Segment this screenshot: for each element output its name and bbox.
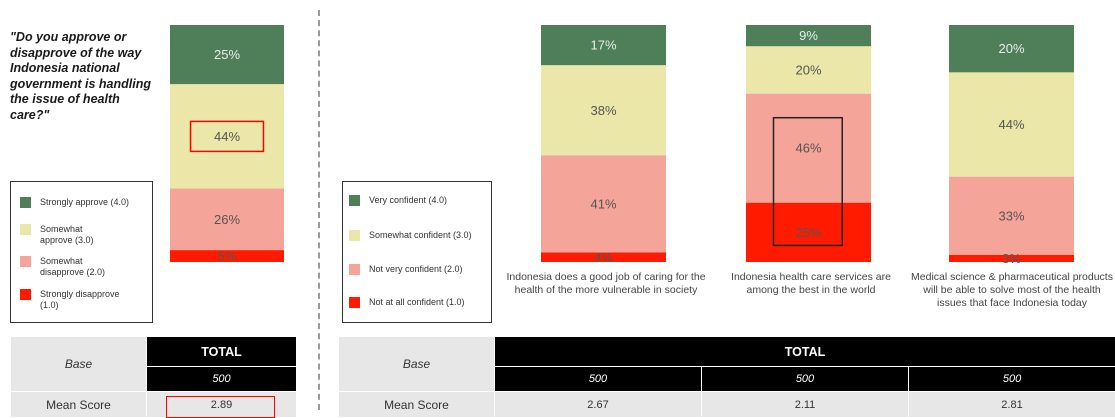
- bar-segment-not-at-all-confident-1: [541, 252, 666, 262]
- legend-swatch-very-confident: [349, 195, 360, 206]
- highlight-box-1: [189, 120, 265, 153]
- data-label-somewhat-confident-1: 38%: [590, 103, 616, 118]
- legend-label-somewhat-approve: Somewhat approve (3.0): [40, 224, 94, 245]
- highlight-box-2: [772, 116, 843, 247]
- legend-label-not-at-all-confident: Not at all confident (1.0): [369, 297, 465, 307]
- base-n-1: 500: [494, 366, 702, 392]
- data-label-very-confident-2: 9%: [799, 28, 818, 43]
- bar-segment-strongly-approve-1: [170, 25, 284, 85]
- total-header: TOTAL: [146, 336, 297, 367]
- legend-label-strongly-approve: Strongly approve (4.0): [40, 197, 130, 207]
- mean-score-label: Mean Score: [338, 391, 495, 418]
- category-label-1: Indonesia does a good job of caring for …: [506, 271, 706, 296]
- data-label-strongly-disapprove-1: 5%: [218, 249, 237, 264]
- data-label-very-confident-3: 20%: [998, 41, 1024, 56]
- data-label-not-at-all-confident-1: 4%: [594, 250, 613, 265]
- base-n-2: 500: [701, 366, 909, 392]
- legend-label-somewhat-disapprove: Somewhat disapprove (2.0): [40, 256, 106, 277]
- bar-segment-somewhat-confident-3: [949, 72, 1074, 177]
- legend-swatch-not-at-all-confident: [349, 297, 360, 308]
- base-n-3: 500: [907, 366, 1115, 392]
- legend-item-strongly-approve: Strongly approve (4.0): [20, 197, 152, 208]
- legend-item-very-confident: Very confident (4.0): [349, 195, 447, 206]
- legend-item-strongly-disapprove: Strongly disapprove (1.0): [20, 289, 135, 311]
- legend-label-somewhat-confident: Somewhat confident (3.0): [369, 230, 472, 240]
- question-text: "Do you approve or disapprove of the way…: [10, 30, 151, 122]
- legend-item-somewhat-confident: Somewhat confident (3.0): [349, 230, 472, 241]
- legend-label-very-confident: Very confident (4.0): [369, 195, 448, 205]
- legend-swatch-somewhat-approve: [20, 224, 31, 235]
- data-label-somewhat-confident-2: 20%: [795, 63, 821, 78]
- bar-segment-somewhat-approve-1: [170, 84, 284, 189]
- legend-item-somewhat-disapprove: Somewhat disapprove (2.0): [20, 256, 108, 278]
- legend-swatch-not-very-confident: [349, 264, 360, 275]
- base-table-left: Base TOTAL 500 Mean Score 2.89: [10, 336, 297, 418]
- bar-segment-somewhat-confident-1: [541, 65, 666, 156]
- mean-score-value-3: 2.81: [907, 391, 1115, 418]
- panel-divider: [318, 10, 320, 410]
- bar-segment-very-confident-3: [949, 25, 1074, 73]
- base-label: Base: [10, 336, 147, 392]
- legend-approval: Strongly approve (4.0) Somewhat approve …: [10, 181, 153, 323]
- data-label-somewhat-disapprove-1: 26%: [214, 212, 240, 227]
- bar-segment-very-confident-2: [746, 25, 871, 47]
- legend-swatch-strongly-disapprove: [20, 289, 31, 300]
- mean-score-value-1: 2.67: [494, 391, 702, 418]
- legend-item-not-at-all-confident: Not at all confident (1.0): [349, 297, 465, 308]
- legend-swatch-somewhat-confident: [349, 230, 360, 241]
- stacked-bar-charts: 25% 44% 26% 5% 17% 38% 41% 4% 9% 20% 46% 25% 20% 44% 3…: [170, 25, 1074, 266]
- data-label-somewhat-approve-1: 44%: [214, 129, 240, 144]
- data-label-very-confident-1: 17%: [590, 38, 616, 53]
- base-label: Base: [338, 336, 495, 392]
- legend-item-somewhat-approve: Somewhat approve (3.0): [20, 224, 108, 246]
- legend-label-not-very-confident: Not very confident (2.0): [369, 264, 463, 274]
- legend-swatch-strongly-approve: [20, 197, 31, 208]
- mean-score-label: Mean Score: [10, 391, 147, 418]
- data-label-strongly-approve-1: 25%: [214, 47, 240, 62]
- mean-score-highlight: [166, 396, 275, 418]
- bar-segment-not-very-confident-1: [541, 155, 666, 253]
- data-label-not-very-confident-1: 41%: [590, 196, 616, 211]
- legend-swatch-somewhat-disapprove: [20, 256, 31, 267]
- legend-item-not-very-confident: Not very confident (2.0): [349, 264, 463, 275]
- bar-segment-not-at-all-confident-3: [949, 254, 1074, 262]
- bar-segment-strongly-disapprove-1: [170, 250, 284, 262]
- mean-score-value: 2.89: [146, 391, 297, 418]
- bar-segment-not-very-confident-2: [746, 93, 871, 203]
- bar-segment-somewhat-disapprove-1: [170, 188, 284, 251]
- bar-segment-very-confident-1: [541, 25, 666, 66]
- bar-segment-somewhat-confident-2: [746, 46, 871, 94]
- data-label-not-at-all-confident-3: 3%: [1002, 251, 1021, 266]
- bar-segment-not-at-all-confident-2: [746, 202, 871, 262]
- legend-confidence: Very confident (4.0) Somewhat confident …: [342, 181, 492, 323]
- base-table-right: Base TOTAL 500 500 500 Mean Score 2.67 2…: [338, 336, 1115, 418]
- legend-label-strongly-disapprove: Strongly disapprove (1.0): [40, 289, 120, 310]
- data-label-not-very-confident-3: 33%: [998, 208, 1024, 223]
- total-header: TOTAL: [493, 336, 1115, 367]
- category-label-3: Medical science & pharmaceutical product…: [911, 271, 1113, 309]
- base-n: 500: [146, 366, 297, 392]
- data-label-not-at-all-confident-2: 25%: [795, 225, 821, 240]
- category-label-2: Indonesia health care services are among…: [731, 271, 891, 296]
- bar-segment-not-very-confident-3: [949, 176, 1074, 255]
- data-label-somewhat-confident-3: 44%: [998, 117, 1024, 132]
- mean-score-value-2: 2.11: [701, 391, 909, 418]
- data-label-not-very-confident-2: 46%: [795, 141, 821, 156]
